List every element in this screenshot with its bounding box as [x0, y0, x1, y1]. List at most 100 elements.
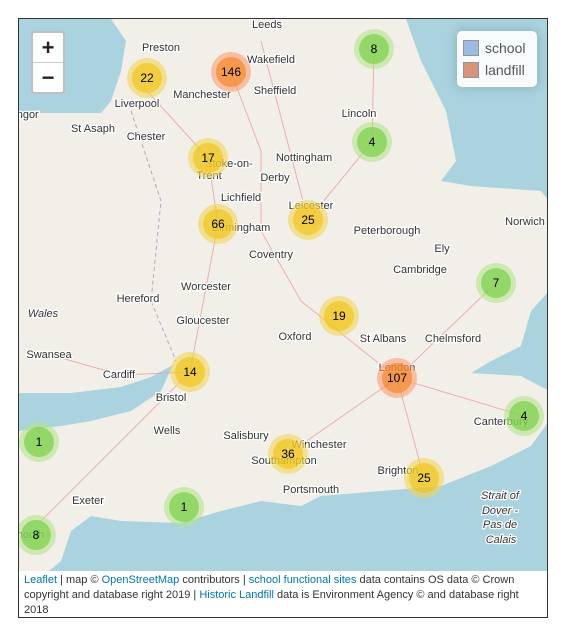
cluster-core	[359, 34, 389, 64]
cluster-core	[509, 401, 539, 431]
cluster-count: 4	[521, 409, 528, 423]
cluster-core	[21, 520, 51, 550]
marker-cluster[interactable]: 17	[188, 138, 228, 178]
place-label: Derby	[260, 172, 290, 184]
legend-item: school	[463, 37, 531, 59]
place-label: Portsmouth	[283, 484, 339, 496]
land	[19, 19, 547, 571]
place-label: Dover -	[482, 505, 518, 517]
place-label: Leeds	[252, 19, 282, 31]
marker-cluster[interactable]: 8	[354, 29, 394, 69]
place-label: St Asaph	[71, 123, 115, 135]
place-label: Gloucester	[176, 315, 230, 327]
place-label: Strait of	[481, 490, 520, 502]
cluster-count: 107	[387, 371, 407, 385]
marker-cluster[interactable]: 36	[268, 434, 308, 474]
attribution-text: contributors |	[179, 574, 249, 586]
cluster-count: 1	[181, 500, 188, 514]
place-label: Liverpool	[115, 98, 160, 110]
cluster-core	[216, 57, 246, 87]
place-label: Cambridge	[393, 264, 447, 276]
cluster-core	[324, 301, 354, 331]
cluster-core	[169, 492, 199, 522]
marker-cluster[interactable]: 25	[404, 458, 444, 498]
place-label: Wakefield	[247, 54, 295, 66]
place-label: Bangor	[19, 109, 39, 121]
marker-cluster[interactable]: 1	[164, 487, 204, 527]
zoom-control: + −	[31, 31, 65, 94]
marker-cluster[interactable]: 7	[476, 263, 516, 303]
map: Leeds Preston Wakefield Manchester Sheffield…	[19, 19, 547, 571]
cluster-core	[203, 209, 233, 239]
place-label: Bristol	[156, 392, 187, 404]
place-label: Lincoln	[342, 108, 377, 120]
cluster-core	[24, 427, 54, 457]
marker-cluster[interactable]: 4	[352, 122, 392, 162]
place-label: Worcester	[181, 281, 231, 293]
place-label: Hereford	[117, 293, 160, 305]
attribution-link[interactable]: Leaflet	[24, 574, 58, 586]
cluster-count: 14	[183, 365, 197, 379]
marker-cluster[interactable]: 25	[288, 200, 328, 240]
cluster-core	[357, 127, 387, 157]
cluster-count: 4	[369, 135, 376, 149]
place-label: Exeter	[72, 495, 104, 507]
cluster-count: 1	[36, 435, 43, 449]
place-label: St Albans	[360, 333, 407, 345]
cluster-core	[273, 439, 303, 469]
legend-label: landfill	[485, 62, 525, 78]
attribution-link[interactable]: OpenStreetMap	[101, 574, 180, 586]
marker-cluster[interactable]: 14	[170, 352, 210, 392]
zoom-out[interactable]: −	[41, 65, 55, 90]
marker-cluster[interactable]: 4	[504, 396, 544, 436]
place-label: Chester	[127, 131, 166, 143]
cluster-count: 7	[493, 276, 500, 290]
cluster-count: 22	[140, 71, 154, 85]
attribution-text: | map ©	[57, 574, 102, 586]
place-label: Salisbury	[223, 430, 269, 442]
cluster-core	[175, 357, 205, 387]
attribution-text: data is Environment Agency © and databas…	[24, 589, 519, 616]
attribution-link[interactable]: school functional sites	[248, 574, 357, 586]
attribution-link[interactable]: Historic Landfill	[199, 589, 274, 601]
marker-cluster[interactable]: 22	[127, 58, 167, 98]
marker-cluster[interactable]: 19	[319, 296, 359, 336]
place-label: Nottingham	[276, 152, 332, 164]
bristol-channel	[19, 365, 173, 431]
cluster-core	[293, 205, 323, 235]
cluster-core	[132, 63, 162, 93]
cluster-core	[481, 268, 511, 298]
marker-cluster[interactable]: 107	[377, 358, 417, 398]
place-label: Oxford	[278, 331, 311, 343]
cluster-core	[409, 463, 439, 493]
legend-label: school	[485, 40, 526, 56]
cluster-count: 36	[281, 447, 295, 461]
cluster-count: 17	[201, 151, 215, 165]
attribution: Leaflet | map © OpenStreetMap contributo…	[19, 571, 547, 617]
place-label: Calais	[486, 534, 517, 546]
place-label: Peterborough	[354, 225, 421, 237]
marker-cluster[interactable]: 8	[19, 515, 56, 555]
place-label: Manchester	[173, 89, 231, 101]
legend-item: landfill	[463, 59, 531, 81]
place-label: Sheffield	[254, 85, 297, 97]
place-label: Pas de	[483, 519, 517, 531]
place-label: Coventry	[249, 249, 294, 261]
marker-cluster[interactable]: 146	[211, 52, 251, 92]
place-label: Cardiff	[103, 369, 136, 381]
place-label: Wales	[28, 308, 59, 320]
place-label: Norwich	[505, 216, 545, 228]
cluster-count: 25	[301, 213, 315, 227]
border	[130, 110, 177, 362]
legend-swatch	[463, 62, 479, 78]
marker-cluster[interactable]: 1	[19, 422, 59, 462]
place-label: Lichfield	[221, 192, 261, 204]
zoom-in[interactable]: +	[33, 33, 63, 63]
place-label: Ely	[434, 243, 450, 255]
attribution-text: data contains OS data © Crown copyright …	[24, 574, 515, 601]
cluster-count: 146	[221, 65, 241, 79]
place-label: Chelmsford	[425, 333, 481, 345]
cluster-count: 8	[371, 42, 378, 56]
marker-cluster[interactable]: 66	[198, 204, 238, 244]
